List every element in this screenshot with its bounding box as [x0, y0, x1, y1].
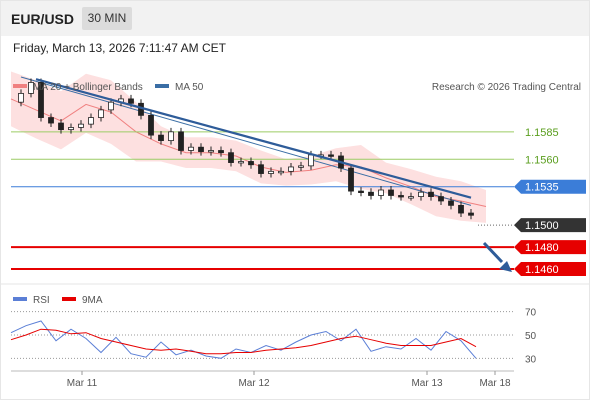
projection-arrow-head — [499, 261, 512, 272]
legend-swatch-rsi — [13, 297, 27, 301]
candle-body — [258, 164, 264, 174]
trendline — [35, 78, 472, 199]
legend-label-rsi-ma: 9MA — [82, 295, 103, 306]
candle-body — [108, 101, 114, 111]
legend-label-rsi: RSI — [33, 295, 50, 306]
candle-body — [298, 165, 304, 168]
level-label-1.1460: 1.1460 — [525, 264, 559, 276]
candle-body — [208, 150, 214, 153]
legend-label-ma50: MA 50 — [175, 82, 204, 93]
candle-body — [288, 166, 294, 172]
level-badge-1.1460 — [514, 262, 586, 277]
rsi-ma-line — [10, 328, 477, 355]
time-tick-label: Mar 12 — [238, 378, 270, 389]
candle-body — [38, 82, 44, 118]
price-panel: 1.1585 1.1560 1.1535 1.1500 1.1480 1.1460 Rese… — [0, 71, 590, 285]
legend: MA 20 + Bollinger Bands MA 50 RSI 9MA — [13, 82, 204, 306]
legend-swatch-ma-bands — [13, 84, 27, 88]
candle-body — [148, 114, 154, 136]
candle-body — [198, 146, 204, 152]
ma50-line — [20, 76, 472, 206]
candle-body — [58, 122, 64, 131]
candle-body — [388, 189, 394, 196]
candle-body — [328, 154, 334, 157]
candle-body — [78, 123, 84, 128]
time-axis: Mar 11 Mar 12 Mar 13 Mar 18 — [11, 370, 514, 389]
rsi-panel: 70 50 30 — [10, 308, 537, 365]
timestamp: Friday, March 13, 2026 7:11:47 AM CET — [13, 41, 226, 55]
candle-body — [88, 117, 94, 125]
candle-body — [468, 212, 474, 216]
time-tick-label: Mar 18 — [479, 378, 511, 389]
candle-body — [448, 200, 454, 206]
projection-arrow-shaft — [482, 241, 504, 264]
time-tick-label: Mar 11 — [67, 378, 98, 389]
level-label-1.1480: 1.1480 — [525, 242, 559, 254]
rsi-line — [10, 320, 477, 359]
candle-body — [368, 191, 374, 196]
candle-body — [438, 196, 444, 202]
level-label-1.1535: 1.1535 — [525, 182, 559, 194]
symbol-label: EUR/USD — [11, 11, 75, 27]
candle-body — [268, 170, 274, 174]
legend-label-ma-bands: MA 20 + Bollinger Bands — [33, 82, 143, 93]
candle-body — [98, 109, 104, 118]
rsi-tick-50: 50 — [525, 331, 537, 342]
candle-body — [188, 146, 194, 151]
level-label-1.1585: 1.1585 — [525, 127, 559, 139]
candle-body — [168, 131, 174, 142]
candle-body — [28, 82, 34, 94]
candle-body — [228, 152, 234, 163]
candle-body — [408, 196, 414, 199]
candle-body — [218, 150, 224, 154]
level-label-1.1500: 1.1500 — [525, 220, 559, 232]
candle-body — [358, 190, 364, 193]
candle-body — [398, 195, 404, 198]
rsi-tick-30: 30 — [525, 354, 537, 365]
candle-body — [48, 117, 54, 124]
time-tick-label: Mar 13 — [411, 378, 443, 389]
candle-body — [248, 161, 254, 166]
level-badge-1.1535 — [514, 179, 586, 194]
candle-body — [428, 191, 434, 197]
candle-body — [278, 170, 284, 174]
legend-swatch-ma50 — [155, 84, 169, 88]
candle-body — [158, 134, 164, 142]
candle-body — [128, 98, 134, 104]
candle-body — [418, 191, 424, 197]
candle-body — [238, 161, 244, 164]
candle-body — [378, 189, 384, 196]
candle-body — [68, 127, 74, 131]
candle-body — [458, 204, 464, 214]
chart-header: EUR/USD 30 MIN — [0, 0, 590, 36]
level-badge-1.1480 — [514, 240, 586, 255]
bollinger-band — [11, 71, 486, 223]
legend-swatch-rsi-ma — [62, 297, 76, 301]
candle-body — [18, 93, 24, 103]
candle-body — [348, 167, 354, 192]
candle-body — [308, 154, 314, 167]
level-label-1.1560: 1.1560 — [525, 154, 559, 166]
candle-body — [178, 131, 184, 151]
timeframe-button[interactable]: 30 MIN — [82, 7, 132, 30]
rsi-tick-70: 70 — [525, 308, 537, 319]
credit-text: Research © 2026 Trading Central — [432, 82, 581, 93]
level-badge-1.1500 — [514, 218, 586, 233]
